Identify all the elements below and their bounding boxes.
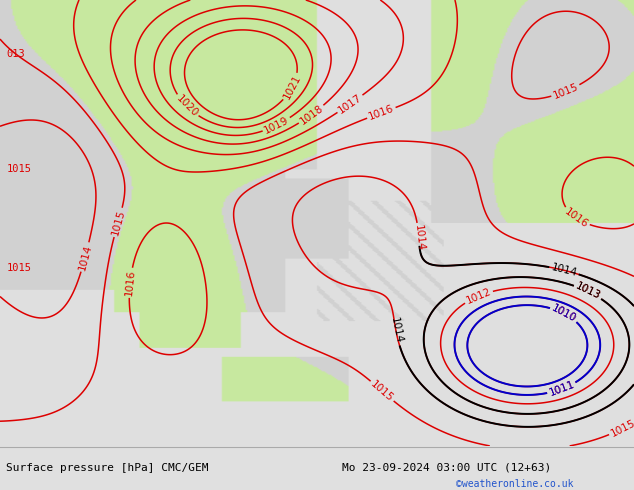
Text: 1019: 1019 <box>262 115 291 136</box>
Text: 1015: 1015 <box>6 165 31 174</box>
Text: 1021: 1021 <box>281 73 302 101</box>
Text: 1015: 1015 <box>609 418 634 439</box>
Text: 1015: 1015 <box>552 82 579 101</box>
Text: 1016: 1016 <box>367 103 396 122</box>
Text: ©weatheronline.co.uk: ©weatheronline.co.uk <box>456 479 574 489</box>
Text: 1011: 1011 <box>548 380 576 398</box>
Text: 1016: 1016 <box>562 206 590 230</box>
Text: 1013: 1013 <box>574 281 602 302</box>
Text: 1017: 1017 <box>337 92 364 116</box>
Text: 1011: 1011 <box>548 380 576 398</box>
Text: 1018: 1018 <box>298 103 325 126</box>
Text: 1013: 1013 <box>574 281 602 302</box>
Text: 1010: 1010 <box>550 303 578 324</box>
Text: 1010: 1010 <box>550 303 578 324</box>
Text: 1014: 1014 <box>77 243 93 271</box>
Text: Mo 23-09-2024 03:00 UTC (12+63): Mo 23-09-2024 03:00 UTC (12+63) <box>342 463 552 473</box>
Text: 013: 013 <box>6 49 25 58</box>
Text: 1020: 1020 <box>174 93 200 119</box>
Text: 1016: 1016 <box>124 269 136 296</box>
Text: 1015: 1015 <box>110 208 127 237</box>
Text: 1012: 1012 <box>465 287 493 306</box>
Text: Surface pressure [hPa] CMC/GEM: Surface pressure [hPa] CMC/GEM <box>6 463 209 473</box>
Text: 1014: 1014 <box>412 224 425 252</box>
Text: 1014: 1014 <box>389 317 403 345</box>
Text: 1014: 1014 <box>550 262 578 278</box>
Text: 1015: 1015 <box>6 263 31 272</box>
Text: 1015: 1015 <box>369 379 396 404</box>
